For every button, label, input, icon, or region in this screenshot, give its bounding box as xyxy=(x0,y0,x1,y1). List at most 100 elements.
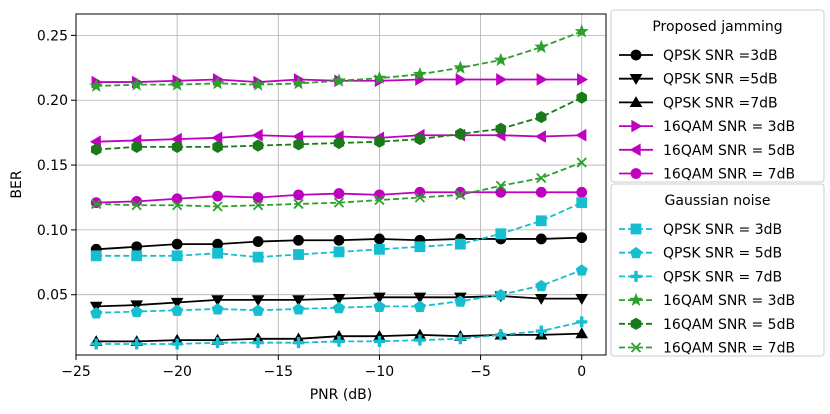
legend-entry: 16QAM SNR = 3dB xyxy=(619,119,795,135)
marker-star xyxy=(534,39,549,54)
marker-triangle-down xyxy=(629,74,643,85)
legend-entry: 16QAM SNR = 7dB xyxy=(619,167,795,183)
x-tick-label: −5 xyxy=(470,364,491,380)
x-axis: −25 −20 −15 −10 −5 0 xyxy=(61,355,586,380)
marker-triangle-down xyxy=(130,300,144,312)
marker-circle xyxy=(535,233,547,245)
y-axis-label: BER xyxy=(9,170,25,198)
y-tick-label: 0.05 xyxy=(37,288,68,304)
legend-2: Gaussian noise QPSK SNR = 3dB QPSK SNR = 5… xyxy=(610,183,825,357)
marker-circle xyxy=(171,238,183,250)
plot-area-frame xyxy=(75,13,607,356)
marker-circle xyxy=(535,186,547,198)
legend-entry: QPSK SNR = 3dB xyxy=(619,222,782,238)
marker-x xyxy=(495,180,506,191)
marker-triangle-down xyxy=(373,292,386,304)
y-tick-label: 0.20 xyxy=(37,93,68,109)
marker-hexagon xyxy=(576,91,587,104)
y-tick-label: 0.15 xyxy=(37,158,68,174)
legend-entry: QPSK SNR =3dB xyxy=(619,48,778,64)
marker-x xyxy=(91,198,102,210)
series-9 xyxy=(90,316,588,350)
marker-plus xyxy=(333,335,345,347)
marker-plus xyxy=(90,338,102,350)
marker-square xyxy=(495,228,507,240)
series-12 xyxy=(91,157,587,212)
marker-triangle-up xyxy=(575,327,589,339)
marker-plus xyxy=(630,270,642,282)
legend-label: QPSK SNR = 7dB xyxy=(663,269,782,285)
marker-hexagon xyxy=(252,139,264,152)
x-tick-label: −20 xyxy=(162,364,192,380)
marker-triangle-left xyxy=(629,143,641,157)
marker-circle xyxy=(576,232,588,244)
marker-x xyxy=(630,342,642,353)
marker-circle xyxy=(90,197,102,209)
legend-label: 16QAM SNR = 7dB xyxy=(663,167,795,183)
marker-hexagon xyxy=(171,140,183,153)
marker-hexagon xyxy=(90,143,102,156)
marker-star xyxy=(89,78,104,92)
series-10 xyxy=(89,24,589,92)
x-tick-label: −10 xyxy=(365,364,395,380)
marker-pentagon xyxy=(630,246,642,259)
marker-triangle-right xyxy=(577,73,589,86)
marker-star xyxy=(331,73,346,87)
marker-circle xyxy=(131,241,143,253)
marker-circle xyxy=(252,192,264,203)
marker-triangle-down xyxy=(292,295,305,307)
legend-entry: 16QAM SNR = 3dB xyxy=(619,292,795,309)
y-tick-label: 0.10 xyxy=(37,223,68,239)
legend-label: QPSK SNR =7dB xyxy=(663,95,778,111)
marker-square xyxy=(576,197,588,209)
marker-triangle-down xyxy=(211,295,224,307)
marker-star xyxy=(210,76,225,90)
marker-plus xyxy=(373,335,385,347)
marker-x xyxy=(252,200,264,211)
marker-square xyxy=(630,223,642,235)
series-layer xyxy=(89,24,589,350)
legend-entry: QPSK SNR = 5dB xyxy=(619,246,782,262)
marker-square xyxy=(171,250,183,262)
marker-circle xyxy=(171,193,183,205)
marker-pentagon xyxy=(494,288,507,301)
marker-circle xyxy=(495,186,507,198)
marker-triangle-right xyxy=(631,119,643,133)
marker-star xyxy=(129,77,144,91)
legend-entry: QPSK SNR =5dB xyxy=(619,72,778,88)
marker-square xyxy=(212,247,224,259)
series-7 xyxy=(90,197,588,263)
marker-pentagon xyxy=(130,305,143,318)
marker-plus xyxy=(414,334,426,346)
marker-circle xyxy=(212,238,224,250)
legend-label: QPSK SNR = 3dB xyxy=(663,222,782,238)
legend-label: 16QAM SNR = 3dB xyxy=(663,293,795,309)
legend-entry: QPSK SNR =7dB xyxy=(619,95,778,111)
marker-hexagon xyxy=(131,140,142,153)
marker-triangle-down xyxy=(251,295,265,307)
marker-x xyxy=(536,172,547,184)
marker-triangle-right xyxy=(455,73,467,86)
legend-label: 16QAM SNR = 5dB xyxy=(663,317,795,333)
marker-x xyxy=(576,157,587,168)
marker-hexagon xyxy=(333,136,345,150)
legend-title: Proposed jamming xyxy=(652,19,782,35)
marker-hexagon xyxy=(212,140,223,153)
marker-square xyxy=(333,246,345,258)
marker-plus xyxy=(131,338,143,350)
marker-square xyxy=(293,249,304,260)
marker-circle xyxy=(293,189,304,201)
legend-entry: 16QAM SNR = 5dB xyxy=(619,143,795,159)
marker-hexagon xyxy=(414,133,426,146)
marker-pentagon xyxy=(171,304,184,316)
legend-title: Gaussian noise xyxy=(665,193,771,209)
x-axis-label: PNR (dB) xyxy=(310,387,373,403)
marker-circle xyxy=(252,236,264,247)
x-tick-label: −25 xyxy=(61,364,91,380)
marker-x xyxy=(414,192,426,203)
marker-circle xyxy=(630,49,642,61)
marker-triangle-left xyxy=(251,128,263,142)
marker-plus xyxy=(171,338,183,350)
marker-triangle-right xyxy=(496,73,508,86)
